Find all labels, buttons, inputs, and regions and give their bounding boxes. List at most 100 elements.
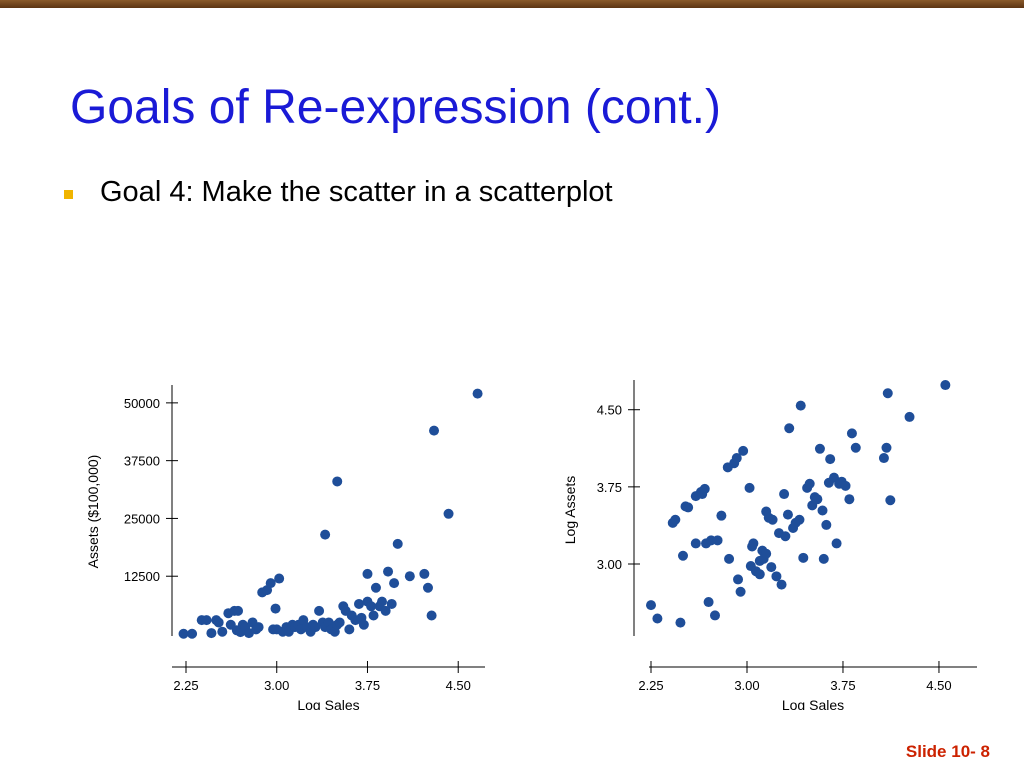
data-point [358, 619, 369, 630]
data-point [404, 571, 415, 582]
data-point [850, 442, 861, 453]
slide-number: Slide 10- 8 [905, 742, 990, 761]
data-point [332, 476, 343, 487]
data-point [187, 628, 198, 639]
data-point [334, 617, 345, 628]
y-tick-label: 12500 [124, 569, 160, 584]
data-point [767, 514, 778, 525]
data-point [703, 597, 714, 608]
data-point [776, 579, 787, 590]
data-point [253, 622, 264, 633]
data-point [748, 538, 759, 549]
data-point [744, 482, 755, 493]
data-point [354, 598, 365, 609]
data-point [201, 615, 212, 626]
data-point [840, 480, 851, 491]
data-point [683, 502, 694, 513]
data-point [366, 601, 377, 612]
data-point [846, 428, 857, 439]
data-point [735, 586, 746, 597]
data-point [712, 535, 723, 546]
bullet-text: Goal 4: Make the scatter in a scatterplo… [100, 176, 613, 208]
data-point [817, 505, 828, 516]
data-point [646, 600, 656, 611]
data-point [443, 508, 454, 519]
data-point [314, 605, 325, 616]
x-tick-label: 3.75 [355, 678, 380, 693]
data-point [831, 538, 842, 549]
y-axis-label: Log Assets [562, 476, 578, 545]
data-point [940, 380, 951, 391]
data-point [818, 553, 829, 564]
data-point [814, 443, 825, 454]
x-tick-label: 4.50 [446, 678, 471, 693]
data-point [878, 453, 889, 464]
data-point [270, 603, 281, 614]
data-point [677, 550, 688, 561]
data-point [472, 388, 483, 399]
scatterplot-assets-vs-log-sales: 12500 25000 37500 50000 2.25 3.00 3.75 4.50 Log … [85, 385, 485, 710]
x-axis-label: Log Sales [782, 697, 844, 710]
data-point [804, 478, 815, 489]
data-point [716, 510, 727, 521]
data-point [766, 562, 777, 573]
data-point [738, 445, 749, 456]
data-point [310, 622, 321, 633]
data-point [368, 610, 379, 621]
y-tick-label: 3.00 [597, 557, 622, 572]
slide-title: Goals of Re-expression (cont.) [70, 81, 721, 134]
data-point [844, 494, 855, 505]
data-point [794, 514, 805, 525]
data-point [795, 400, 806, 411]
x-tick-label: 3.00 [264, 678, 289, 693]
data-point [426, 610, 437, 621]
data-point [675, 617, 686, 628]
scatterplot-log-assets-vs-log-sales: 3.00 3.75 4.50 2.25 3.00 3.75 4.50 Log Sales Log… [562, 380, 977, 710]
data-point [798, 552, 809, 563]
data-point [233, 605, 244, 616]
y-tick-label: 3.75 [597, 480, 622, 495]
data-point [370, 582, 381, 593]
data-point [731, 453, 742, 464]
data-point [344, 624, 355, 635]
data-point [392, 538, 403, 549]
data-point [782, 509, 793, 520]
data-point [699, 483, 710, 494]
data-point [780, 531, 791, 542]
y-tick-label: 25000 [124, 511, 160, 526]
data-point [383, 566, 394, 577]
data-point [386, 598, 397, 609]
data-point [419, 568, 430, 579]
x-tick-label: 3.00 [734, 678, 759, 693]
data-point [213, 617, 224, 628]
data-point [652, 613, 663, 624]
data-point [380, 605, 391, 616]
data-point [754, 569, 765, 580]
data-point [821, 519, 832, 530]
data-point [217, 626, 228, 637]
data-point [882, 388, 893, 399]
data-point [422, 582, 433, 593]
y-tick-label: 50000 [124, 396, 160, 411]
data-point [724, 553, 735, 564]
x-tick-label: 2.25 [173, 678, 198, 693]
data-point [178, 628, 189, 639]
data-point [377, 596, 387, 607]
data-point [320, 529, 331, 540]
data-point [904, 411, 915, 422]
data-point [265, 578, 276, 589]
data-point [771, 571, 782, 582]
x-axis-label: Log Sales [297, 697, 359, 710]
data-point [812, 494, 823, 505]
data-point [362, 568, 373, 579]
x-tick-label: 4.50 [926, 678, 951, 693]
data-point [761, 548, 772, 559]
x-tick-label: 2.25 [638, 678, 663, 693]
data-point [825, 454, 836, 465]
top-accent-bar [0, 0, 1024, 8]
data-point [733, 574, 744, 585]
y-axis-label: Assets ($100,000) [85, 455, 101, 569]
data-point [274, 573, 285, 584]
data-point [690, 538, 701, 549]
data-point [779, 489, 790, 500]
